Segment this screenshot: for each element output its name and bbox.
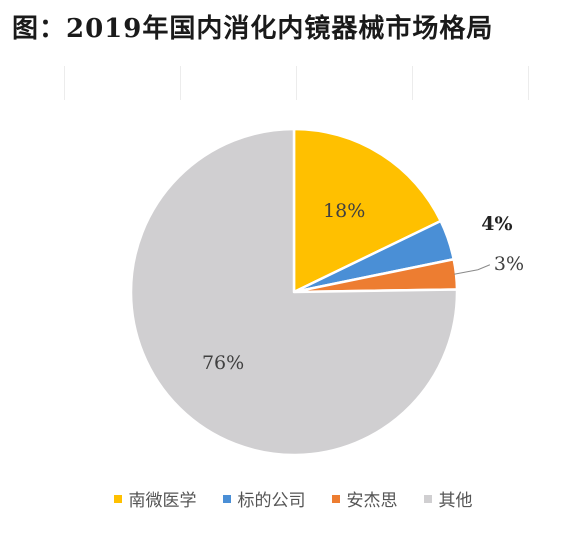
legend-label-3: 其他 (438, 491, 473, 511)
chart-legend: 南微医学 标的公司 安杰思 其他 (0, 486, 586, 511)
legend-item-2: 安杰思 (331, 486, 398, 511)
legend-swatch-1 (222, 494, 231, 503)
legend-item-3: 其他 (423, 486, 473, 511)
legend-label-0: 南微医学 (128, 491, 197, 511)
legend-swatch-0 (113, 494, 122, 503)
pie-slice-0 (292, 127, 442, 294)
pie-data-label-1: 4% (481, 213, 512, 235)
legend-item-1: 标的公司 (222, 486, 306, 511)
legend-swatch-3 (423, 494, 432, 503)
chart-title: 图：2019年国内消化内镜器械市场格局 (12, 14, 494, 44)
pie-slice-3 (129, 127, 459, 457)
legend-swatch-2 (331, 494, 340, 503)
pie-leader-line-2 (453, 264, 491, 275)
pie-data-label-2: 3% (494, 253, 524, 275)
legend-label-1: 标的公司 (237, 491, 306, 511)
pie-data-label-3: 76% (202, 352, 244, 374)
frame-divider-lines (0, 66, 586, 100)
legend-label-2: 安杰思 (346, 491, 398, 511)
pie-data-label-0: 18% (323, 200, 365, 222)
legend-item-0: 南微医学 (113, 486, 197, 511)
